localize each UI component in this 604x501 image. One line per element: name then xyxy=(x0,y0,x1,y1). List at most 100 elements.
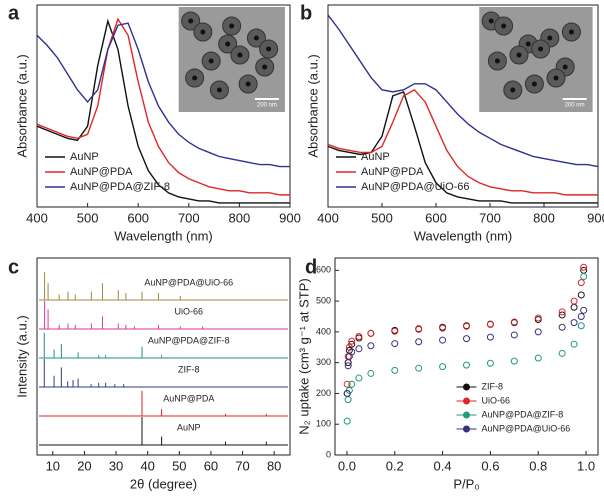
legend-label: AuNP@PDA@UiO-66 xyxy=(482,423,571,433)
data-point xyxy=(343,380,351,388)
data-point xyxy=(577,279,585,287)
inset-core xyxy=(266,46,272,52)
y-tick-label: 300 xyxy=(316,357,331,367)
legend-label: UiO-66 xyxy=(482,395,511,405)
data-point xyxy=(510,318,518,326)
x-tick-label: 0.6 xyxy=(481,458,499,473)
inset-core xyxy=(188,18,194,24)
inset-core xyxy=(200,29,206,35)
x-tick-label: 20 xyxy=(77,458,91,473)
data-point xyxy=(343,389,351,397)
trace-label: UiO-66 xyxy=(175,306,204,316)
inset-core xyxy=(568,29,574,35)
inset-core xyxy=(253,35,259,41)
x-axis-label: P/P₀ xyxy=(453,476,479,491)
x-axis-label: Wavelength (nm) xyxy=(414,228,513,243)
data-point xyxy=(355,345,363,353)
panel-label: d xyxy=(305,256,317,278)
inset-core xyxy=(494,58,500,64)
legend-label: AuNP xyxy=(361,151,390,163)
y-tick-label: 400 xyxy=(316,326,331,336)
inset-core xyxy=(225,41,231,47)
data-point xyxy=(439,324,447,332)
x-tick-label: 80 xyxy=(267,458,281,473)
data-point xyxy=(355,374,363,382)
inset-scale-label: 200 nm xyxy=(565,103,585,109)
x-tick-label: 40 xyxy=(140,458,154,473)
data-point xyxy=(570,340,578,348)
legend-marker xyxy=(463,383,470,391)
data-point xyxy=(570,319,578,327)
data-point xyxy=(510,331,518,339)
spectrum-line xyxy=(327,90,598,204)
legend-label: AuNP@PDA@ZIF-8 xyxy=(482,409,564,419)
trace-label: AuNP xyxy=(177,422,201,432)
inset-core xyxy=(525,41,531,47)
spectrum-line xyxy=(36,17,290,196)
spectrum-line xyxy=(36,22,290,168)
inset-core xyxy=(192,75,198,81)
inset-core xyxy=(488,18,494,24)
inset-core xyxy=(553,75,559,81)
data-point xyxy=(367,369,375,377)
data-point xyxy=(486,320,494,328)
data-point xyxy=(486,333,494,341)
x-tick-label: 30 xyxy=(109,458,123,473)
inset-core xyxy=(245,81,251,87)
inset-core xyxy=(562,64,568,70)
y-axis-label: N₂ uptake (cm³ g⁻¹ at STP) xyxy=(296,278,311,434)
data-point xyxy=(570,303,578,311)
x-tick-label: 0.2 xyxy=(386,458,404,473)
data-point xyxy=(580,263,588,271)
legend-marker xyxy=(463,411,470,419)
inset-core xyxy=(229,23,235,29)
data-point xyxy=(348,348,356,356)
data-point xyxy=(391,366,399,374)
inset-core xyxy=(262,64,268,70)
x-axis-label: Wavelength (nm) xyxy=(114,228,213,243)
data-point xyxy=(348,337,356,345)
y-axis-label: Intensity (a.u.) xyxy=(14,315,29,397)
trace-label: AuNP@PDA@ZIF-8 xyxy=(148,335,230,345)
legend-label: ZIF-8 xyxy=(482,381,504,391)
x-tick-label: 500 xyxy=(371,210,393,225)
x-tick-label: 700 xyxy=(178,210,200,225)
data-point xyxy=(558,349,566,357)
legend-marker xyxy=(463,397,470,405)
spectrum-line xyxy=(327,88,598,196)
x-tick-label: 60 xyxy=(204,458,218,473)
data-point xyxy=(367,342,375,350)
x-tick-label: 1.0 xyxy=(577,458,595,473)
data-point xyxy=(439,363,447,371)
data-point xyxy=(415,338,423,346)
data-point xyxy=(580,272,588,280)
inset-core xyxy=(208,58,214,64)
data-point xyxy=(391,327,399,335)
data-point xyxy=(534,314,542,322)
data-point xyxy=(348,380,356,388)
trace-label: ZIF-8 xyxy=(178,364,200,374)
data-point xyxy=(558,308,566,316)
inset-core xyxy=(547,35,553,41)
y-axis-label: Absorbance (a.u.) xyxy=(14,54,29,157)
inset-scale-bar xyxy=(562,98,587,100)
data-point xyxy=(344,396,352,404)
data-point xyxy=(355,332,363,340)
trace-label: AuNP@PDA xyxy=(163,393,214,403)
y-tick-label: 500 xyxy=(316,295,331,305)
y-axis-label: Absorbance (a.u.) xyxy=(305,54,320,157)
x-axis-label: 2θ (degree) xyxy=(130,476,197,491)
inset-scale-label: 200 nm xyxy=(257,103,277,109)
legend-marker xyxy=(463,425,470,433)
legend-label: AuNP@PDA xyxy=(70,166,133,178)
y-tick-label: 600 xyxy=(316,265,331,275)
y-tick-label: 0 xyxy=(326,449,331,459)
spectrum-line xyxy=(327,14,599,168)
x-tick-label: 0.0 xyxy=(338,458,356,473)
x-tick-label: 600 xyxy=(127,210,149,225)
data-point xyxy=(534,328,542,336)
data-point xyxy=(439,336,447,344)
panel-label: c xyxy=(8,256,19,278)
data-point xyxy=(486,359,494,367)
